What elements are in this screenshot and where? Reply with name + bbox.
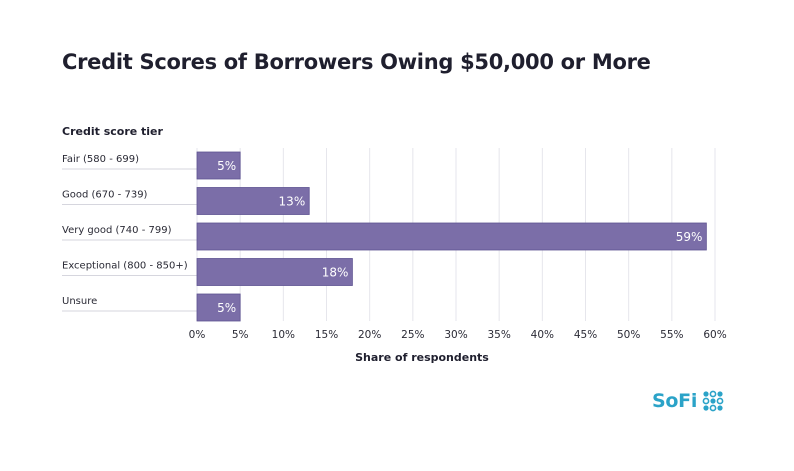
x-tick-label: 0% [189, 329, 206, 341]
category-label: Good (670 - 739) [62, 190, 148, 201]
x-tick-label: 30% [444, 329, 467, 341]
category-label: Exceptional (800 - 850+) [62, 261, 188, 272]
logo-text: SoFi [652, 390, 698, 412]
bar [196, 151, 241, 180]
chart-title: Credit Scores of Borrowers Owing $50,000… [62, 50, 651, 74]
x-tick-label: 25% [401, 329, 424, 341]
x-tick-label: 50% [617, 329, 640, 341]
bar [196, 222, 707, 251]
bar [196, 258, 353, 286]
logo-dots-icon [702, 390, 724, 412]
bar [196, 293, 241, 322]
x-tick-label: 55% [660, 329, 683, 341]
bar [196, 187, 310, 215]
x-tick-label: 15% [315, 329, 338, 341]
category-label: Fair (580 - 699) [62, 154, 139, 165]
x-tick-label: 60% [703, 329, 726, 341]
data-label: 13% [279, 195, 306, 209]
sofi-logo: SoFi [652, 390, 724, 412]
data-label: 59% [676, 230, 703, 244]
data-label: 5% [217, 159, 236, 173]
data-label: 5% [217, 301, 236, 315]
x-tick-label: 20% [358, 329, 381, 341]
data-label: 18% [322, 266, 349, 280]
x-axis-title: Share of respondents [355, 351, 489, 364]
x-tick-label: 40% [531, 329, 554, 341]
x-tick-label: 45% [574, 329, 597, 341]
y-axis-title: Credit score tier [62, 125, 164, 138]
x-tick-label: 10% [272, 329, 295, 341]
category-label: Unsure [62, 296, 97, 307]
x-tick-label: 5% [232, 329, 249, 341]
category-label: Very good (740 - 799) [62, 225, 172, 236]
x-tick-label: 35% [487, 329, 510, 341]
